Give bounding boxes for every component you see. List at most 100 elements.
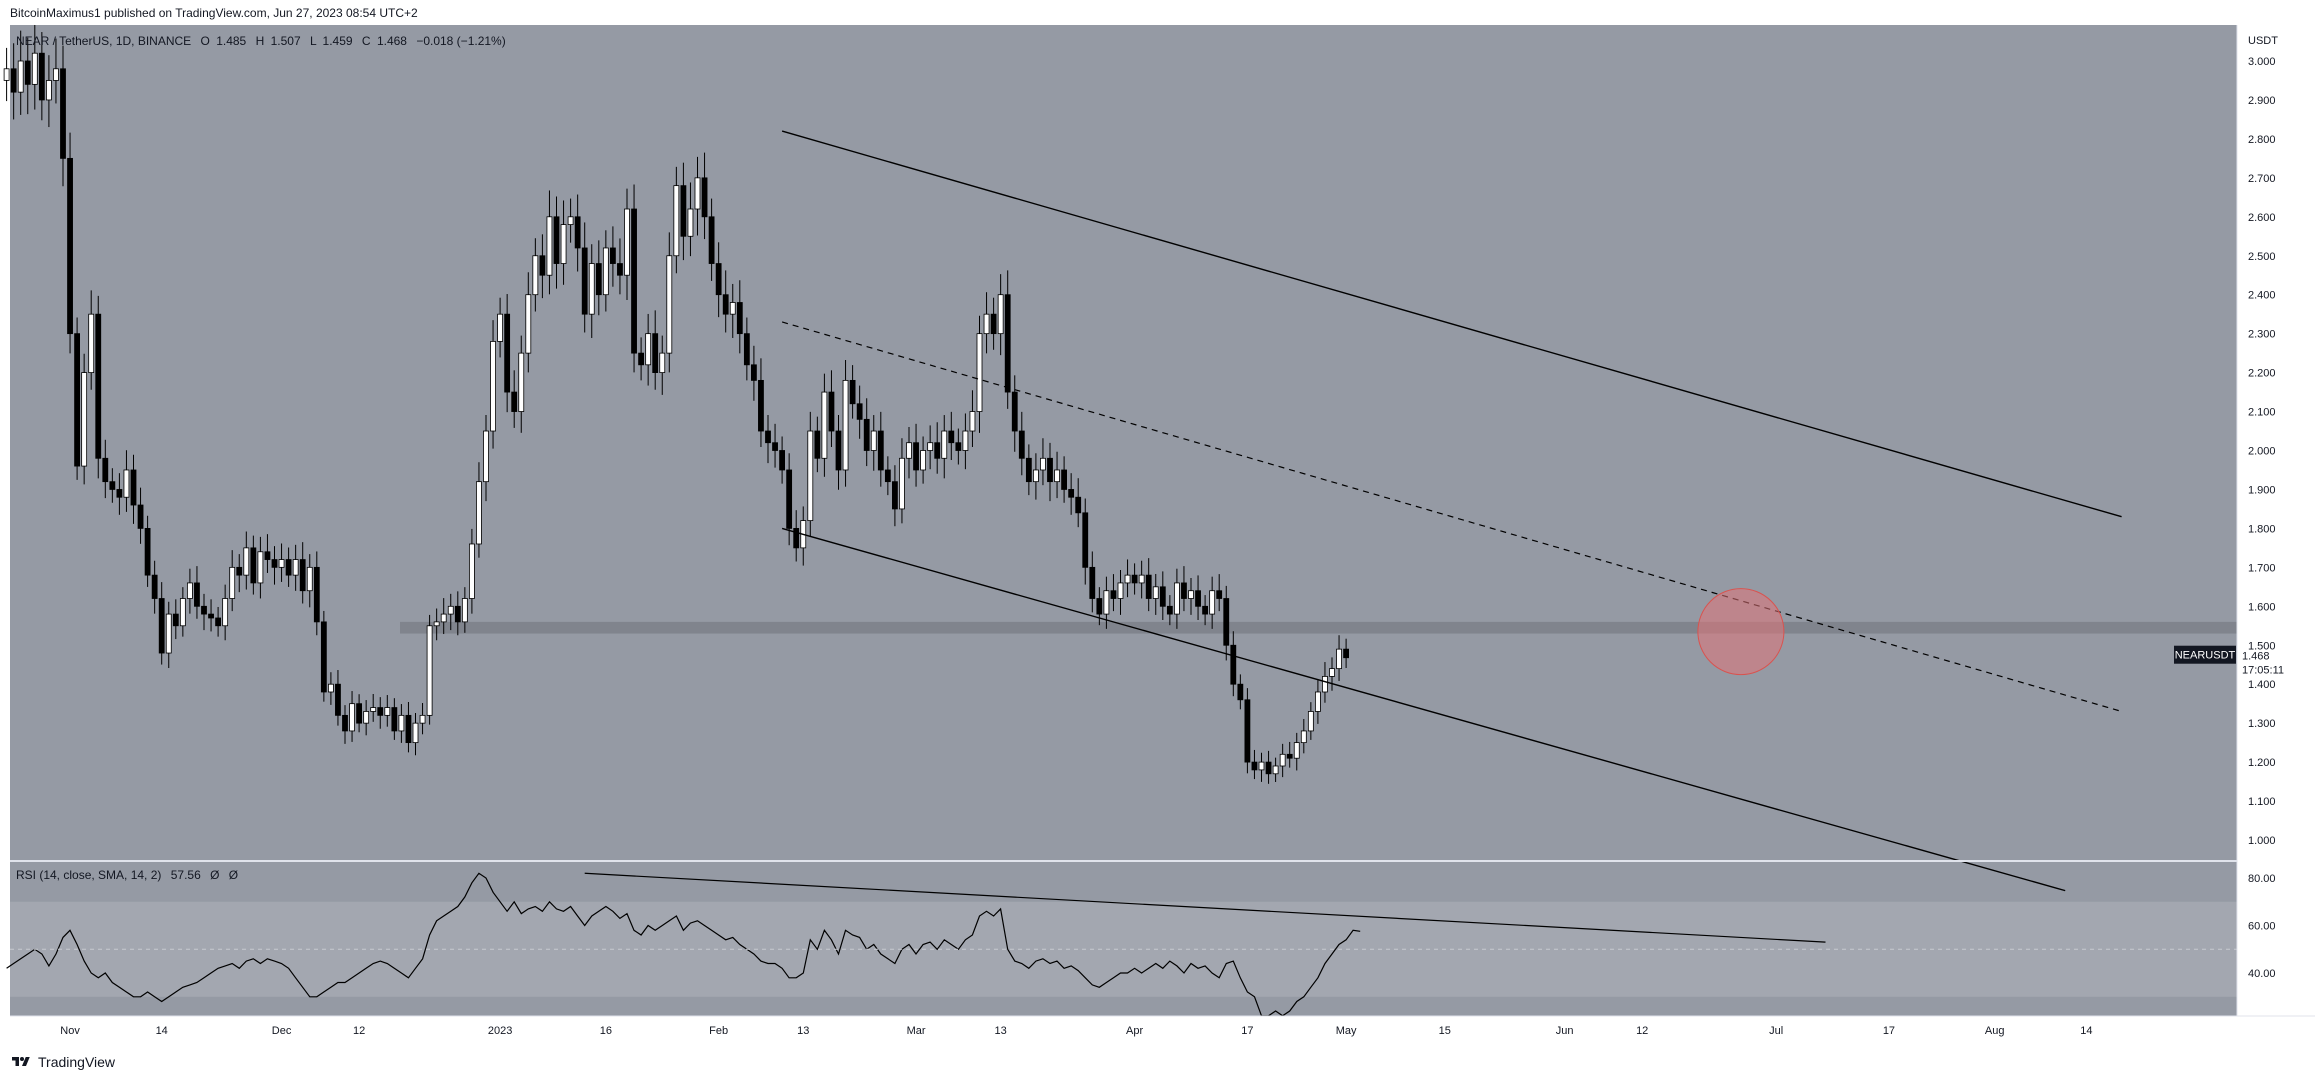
symbol-legend: NEAR / TetherUS, 1D, BINANCE O 1.485 H 1… — [16, 34, 506, 48]
ohlc-high-key: H — [256, 34, 265, 48]
candle-up — [1188, 590, 1194, 599]
candle-up — [53, 68, 59, 81]
candle-down — [1068, 489, 1075, 498]
time-tick-label: 2023 — [488, 1025, 512, 1037]
candle-down — [158, 598, 165, 654]
candle-up — [666, 255, 673, 354]
candle-down — [1061, 469, 1067, 490]
rsi-legend-label: RSI (14, close, SMA, 14, 2) — [16, 868, 161, 882]
candle-up — [483, 430, 489, 483]
candle-up — [821, 391, 828, 459]
candle-up — [588, 263, 595, 315]
candle-down — [320, 621, 327, 693]
candle-down — [377, 707, 384, 716]
candle-up — [1209, 590, 1216, 615]
time-tick-label: 14 — [2080, 1025, 2092, 1037]
candle-up — [518, 352, 525, 412]
candle-down — [835, 430, 842, 471]
candle-up — [222, 598, 229, 627]
time-tick-label: 17 — [1883, 1025, 1895, 1037]
candle-down — [715, 263, 722, 296]
candle-down — [892, 481, 898, 510]
candle-up — [997, 294, 1004, 335]
price-axis[interactable]: 3.000 2.900 2.800 2.700 2.600 2.500 2.400 2.300… — [2248, 56, 2276, 847]
candle-down — [680, 185, 687, 237]
candle-down — [877, 430, 884, 471]
candle-up — [1300, 730, 1307, 744]
candle-up — [370, 707, 377, 712]
candle-up — [278, 559, 285, 568]
candle-down — [786, 469, 793, 529]
candle-down — [743, 333, 750, 366]
candle-down — [772, 442, 778, 451]
candle-down — [504, 313, 511, 393]
candle-down — [793, 528, 800, 549]
candle-down — [539, 255, 546, 276]
ohlc-high-value: 1.507 — [271, 34, 301, 48]
time-tick-label: 17 — [1241, 1025, 1253, 1037]
candle-up — [694, 177, 701, 210]
candle-up — [546, 216, 553, 276]
candle-up — [602, 247, 609, 296]
candle-up — [906, 442, 912, 459]
candle-down — [299, 559, 306, 592]
candle-down — [1195, 590, 1201, 607]
candle-up — [525, 294, 532, 354]
candle-down — [595, 263, 602, 296]
last-price-countdown: 17:05:11 — [2242, 665, 2284, 677]
candle-up — [292, 559, 299, 576]
candle-up — [1103, 590, 1110, 615]
candle-down — [208, 613, 214, 619]
price-change: −0.018 (−1.21%) — [416, 34, 505, 48]
rsi-tick-label: 40.00 — [2248, 968, 2276, 980]
candle-down — [144, 528, 151, 576]
time-tick-label: 13 — [995, 1025, 1007, 1037]
candle-up — [327, 683, 334, 693]
candle-down — [652, 333, 659, 373]
candle-up — [899, 457, 905, 510]
candle-up — [645, 333, 652, 366]
candle-down — [10, 68, 17, 93]
candle-up — [426, 625, 433, 716]
candle-down — [1286, 753, 1293, 759]
candle-down — [574, 216, 581, 249]
tradingview-footer[interactable]: TradingView — [10, 1052, 115, 1072]
candle-up — [1293, 742, 1300, 759]
candle-down — [60, 68, 66, 159]
candle-up — [807, 430, 814, 522]
time-tick-label: Jul — [1769, 1025, 1783, 1037]
candle-down — [617, 263, 623, 276]
candle-up — [412, 722, 419, 744]
candle-down — [1018, 430, 1025, 459]
time-axis[interactable]: Nov 14 Dec 12 2023 16 Feb 13 Mar 13 Apr 17 May 15 Jun 1… — [60, 1025, 2092, 1037]
candle-up — [962, 430, 969, 451]
candle-down — [814, 430, 821, 459]
candle-down — [1166, 605, 1173, 615]
candle-up — [179, 598, 186, 627]
candle-up — [927, 442, 934, 451]
candle-up — [729, 302, 736, 315]
candle-up — [17, 60, 24, 93]
price-tick-label: 1.200 — [2248, 757, 2276, 769]
time-tick-label: Apr — [1126, 1025, 1143, 1037]
candle-up — [384, 707, 391, 716]
candle-down — [511, 391, 518, 412]
candle-up — [497, 313, 504, 342]
time-tick-label: Feb — [709, 1025, 728, 1037]
candle-up — [81, 372, 88, 467]
tradingview-logo-icon — [12, 1057, 30, 1066]
main-pane-background — [10, 25, 2237, 860]
candle-down — [708, 216, 715, 264]
highlight-circle — [1697, 588, 1785, 676]
candle-down — [215, 617, 222, 627]
channel-lower-line — [781, 527, 2066, 892]
candle-up — [983, 313, 990, 335]
rsi-axis[interactable]: 80.00 60.00 40.00 — [2248, 873, 2276, 980]
candle-up — [88, 313, 95, 373]
candle-down — [264, 551, 271, 560]
price-tick-label: 1.100 — [2248, 796, 2276, 808]
candle-down — [194, 582, 200, 607]
candle-down — [856, 403, 863, 420]
candle-down — [1181, 582, 1187, 599]
